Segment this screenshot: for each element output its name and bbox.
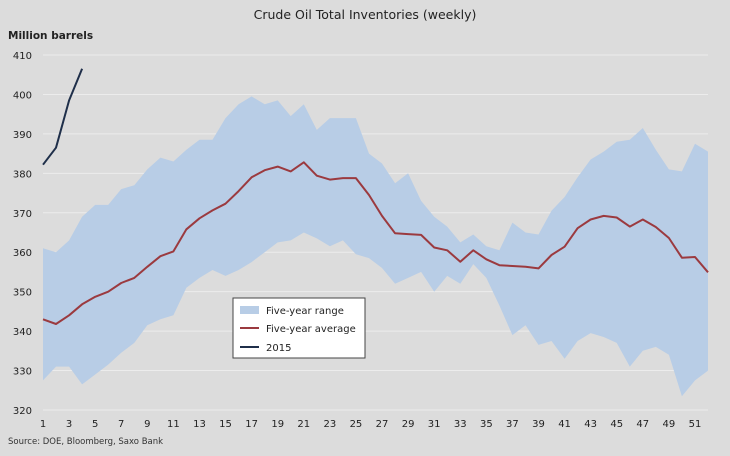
y-axis-label: Million barrels — [8, 30, 93, 42]
x-tick-label: 1 — [40, 419, 46, 430]
legend: Five-year range Five-year average 2015 — [232, 297, 366, 359]
five-year-average-line — [42, 161, 709, 325]
x-tick-label: 11 — [167, 419, 180, 430]
x-tick-label: 17 — [245, 419, 258, 430]
y-tick-label: 320 — [13, 406, 32, 417]
x-tick-label: 9 — [144, 419, 150, 430]
x-tick-label: 7 — [118, 419, 124, 430]
x-tick-label: 33 — [454, 419, 467, 430]
legend-label-range: Five-year range — [266, 306, 344, 317]
x-tick-label: 19 — [271, 419, 284, 430]
x-tick-label: 21 — [297, 419, 310, 430]
x-tick-label: 41 — [558, 419, 571, 430]
x-tick-label: 37 — [506, 419, 519, 430]
x-tick-label: 31 — [428, 419, 441, 430]
y-tick-label: 400 — [13, 90, 32, 101]
x-tick-label: 15 — [219, 419, 232, 430]
y-tick-label: 370 — [13, 209, 32, 220]
x-tick-label: 45 — [610, 419, 623, 430]
line-2015 — [42, 68, 84, 166]
source-note: Source: DOE, Bloomberg, Saxo Bank — [8, 437, 163, 447]
chart-title: Crude Oil Total Inventories (weekly) — [254, 7, 477, 22]
x-tick-label: 43 — [584, 419, 597, 430]
legend-label-average: Five-year average — [266, 324, 356, 335]
legend-swatch-range — [240, 306, 259, 314]
x-tick-label: 51 — [689, 419, 702, 430]
x-tick-label: 25 — [350, 419, 363, 430]
legend-label-2015: 2015 — [266, 343, 291, 354]
y-tick-label: 360 — [13, 248, 32, 259]
x-tick-label: 27 — [376, 419, 389, 430]
y-tick-label: 410 — [13, 51, 32, 62]
x-tick-label: 5 — [92, 419, 98, 430]
x-tick-label: 29 — [402, 419, 415, 430]
y-tick-label: 340 — [13, 327, 32, 338]
y-tick-label: 330 — [13, 367, 32, 378]
five-year-range-band — [43, 96, 708, 397]
x-tick-label: 39 — [532, 419, 545, 430]
x-tick-label: 49 — [663, 419, 676, 430]
x-tick-label: 35 — [480, 419, 493, 430]
x-tick-label: 23 — [323, 419, 336, 430]
y-tick-label: 380 — [13, 169, 32, 180]
x-tick-label: 13 — [193, 419, 206, 430]
y-tick-label: 390 — [13, 130, 32, 141]
x-tick-label: 3 — [66, 419, 72, 430]
x-tick-label: 47 — [636, 419, 649, 430]
y-tick-label: 350 — [13, 288, 32, 299]
